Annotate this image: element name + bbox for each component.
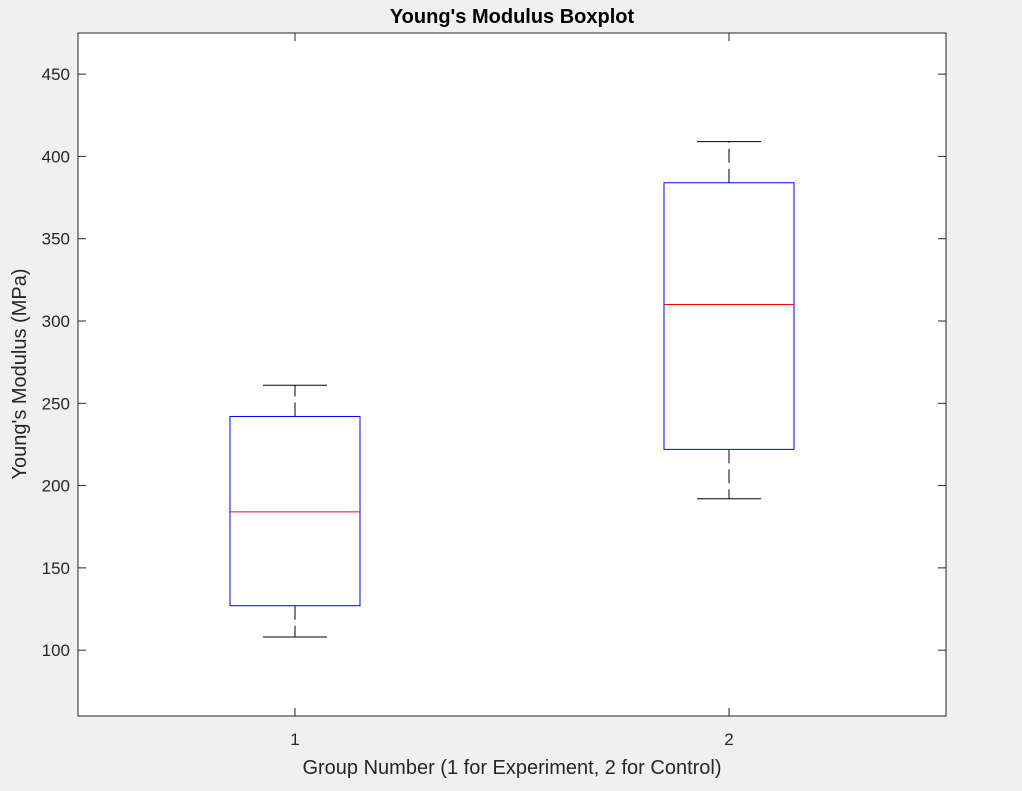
x-axis-label: Group Number (1 for Experiment, 2 for Co… — [302, 757, 721, 779]
y-axis-label: Young's Modulus (MPa) — [9, 269, 31, 480]
boxes-layer — [229, 141, 795, 638]
x-tick-label-1: 1 — [290, 730, 299, 749]
y-tick-label-100: 100 — [42, 641, 70, 660]
x-tick-label-2: 2 — [724, 730, 733, 749]
y-tick-label-200: 200 — [42, 477, 70, 496]
y-tick-label-300: 300 — [42, 312, 70, 331]
chart-title: Young's Modulus Boxplot — [390, 6, 635, 28]
plot-area — [77, 32, 947, 717]
y-tick-label-350: 350 — [42, 230, 70, 249]
box-2 — [663, 182, 795, 450]
box-1 — [229, 415, 361, 607]
y-tick-label-250: 250 — [42, 394, 70, 413]
y-tick-label-400: 400 — [42, 147, 70, 166]
y-tick-label-150: 150 — [42, 559, 70, 578]
y-tick-label-450: 450 — [42, 65, 70, 84]
axes-layer: 100 150 200 250 300 350 400 450 1 2 — [42, 33, 946, 749]
